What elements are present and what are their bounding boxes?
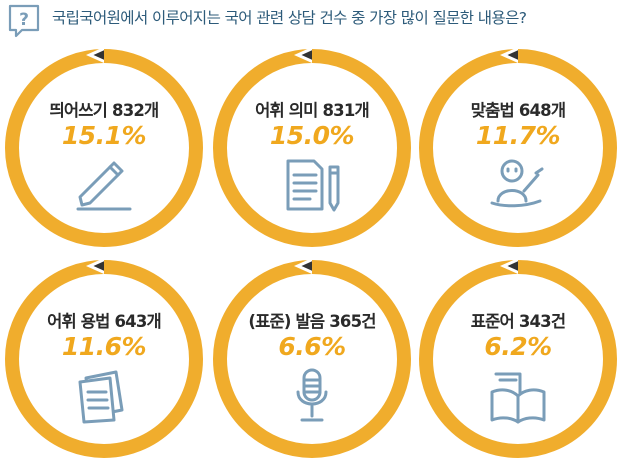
category-percent: 11.7% — [475, 121, 561, 150]
pencil-ring — [5, 47, 203, 247]
pencil-ring — [213, 47, 411, 247]
category-label: 어휘 의미 831개 — [255, 101, 370, 120]
category-card-spacing: 띄어쓰기 832개 15.1% — [2, 46, 206, 250]
category-card-spelling: 맞춤법 648개 11.7% — [416, 46, 620, 250]
category-percent: 6.2% — [484, 332, 552, 361]
category-card-word-usage: 어휘 용법 643개 11.6% — [2, 257, 206, 461]
category-percent: 6.6% — [278, 332, 346, 361]
document-pencil-icon — [286, 159, 340, 212]
open-book-icon — [490, 372, 546, 424]
category-label: 맞춤법 648개 — [470, 101, 566, 120]
category-card-standard-language: 표준어 343건 6.2% — [416, 257, 620, 461]
pencil-ring — [213, 258, 411, 458]
category-percent: 11.6% — [61, 332, 147, 361]
pencil-ring — [419, 47, 617, 247]
microphone-icon — [296, 368, 328, 422]
stacked-papers-icon — [78, 370, 124, 424]
pencil-writing-icon — [76, 161, 132, 211]
page-title: 국립국어원에서 이루어지는 국어 관련 상담 건수 중 가장 많이 질문한 내용… — [52, 9, 527, 27]
person-writing-icon — [490, 159, 544, 208]
header: ? 국립국어원에서 이루어지는 국어 관련 상담 건수 중 가장 많이 질문한 … — [0, 0, 624, 40]
pencil-ring — [5, 258, 203, 458]
svg-text:?: ? — [19, 10, 29, 30]
category-label: 표준어 343건 — [470, 312, 566, 331]
category-label: (표준) 발음 365건 — [248, 312, 376, 331]
category-card-word-meaning: 어휘 의미 831개 15.0% — [210, 46, 414, 250]
category-percent: 15.1% — [61, 121, 147, 150]
pencil-ring — [419, 258, 617, 458]
category-percent: 15.0% — [269, 121, 355, 150]
category-label: 어휘 용법 643개 — [47, 312, 162, 331]
category-card-pronunciation: (표준) 발음 365건 6.6% — [210, 257, 414, 461]
category-label: 띄어쓰기 832개 — [49, 101, 160, 120]
question-speech-bubble-icon: ? — [8, 4, 40, 38]
